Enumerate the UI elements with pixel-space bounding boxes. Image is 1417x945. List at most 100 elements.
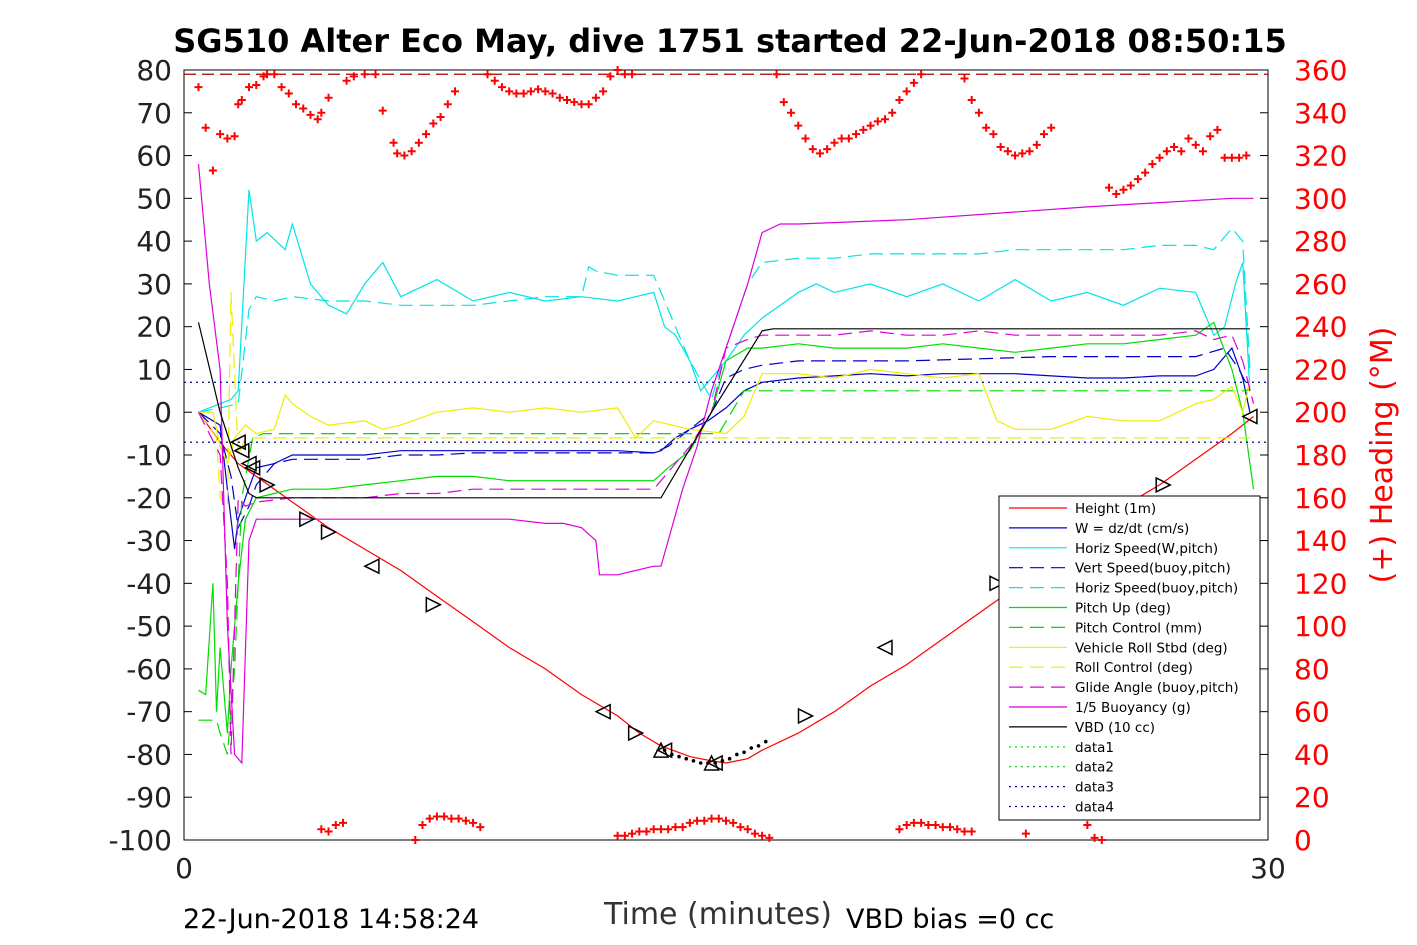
series-line-pitch_ctrl-6 — [198, 386, 1251, 755]
triangle-marker-17 — [989, 575, 1006, 592]
right-axis-label: (+) Heading (°M) — [1365, 327, 1400, 584]
heading-point-high-50 — [584, 100, 593, 109]
ascent-dot-13 — [756, 744, 761, 748]
heading-point-high-77 — [917, 70, 926, 79]
heading-point-high-102 — [1184, 134, 1193, 143]
heading-point-high-84 — [1003, 147, 1012, 156]
heading-point-high-61 — [801, 134, 810, 143]
series-line-roll_ctrl-8 — [198, 292, 1250, 508]
left-tick-label-16: -80 — [126, 738, 172, 771]
heading-point-high-95 — [1133, 175, 1142, 184]
triangle-marker-5 — [299, 510, 316, 528]
heading-point-high-31 — [422, 130, 431, 139]
heading-point-low-12 — [469, 818, 478, 827]
heading-point-low-9 — [447, 814, 456, 823]
heading-point-low-11 — [461, 816, 470, 825]
footer-vbd-bias: VBD bias =0 cc — [846, 904, 1054, 935]
right-tick-label-11: 140 — [1294, 525, 1347, 558]
heading-point-high-68 — [852, 130, 861, 139]
right-tick-label-8: 200 — [1294, 396, 1347, 429]
heading-point-low-10 — [454, 814, 463, 823]
heading-point-high-2 — [208, 166, 217, 175]
heading-point-low-46 — [967, 827, 976, 836]
left-tick-label-18: -100 — [108, 824, 172, 857]
legend-label-13: data2 — [1075, 760, 1114, 776]
right-tick-label-18: 0 — [1294, 824, 1312, 857]
ascent-dot-11 — [742, 750, 746, 755]
heading-point-high-81 — [982, 123, 991, 132]
heading-point-high-108 — [1227, 153, 1236, 162]
heading-point-high-25 — [378, 106, 387, 115]
series-line-pitch-5 — [198, 321, 1255, 734]
left-tick-label-8: 0 — [154, 396, 172, 429]
heading-point-high-13 — [277, 83, 286, 92]
heading-point-high-67 — [844, 134, 853, 143]
heading-point-low-25 — [693, 816, 702, 825]
heading-point-high-85 — [1011, 151, 1020, 160]
ascent-dot-3 — [684, 756, 689, 761]
heading-point-low-21 — [664, 825, 673, 834]
triangle-marker-9 — [594, 703, 611, 720]
triangle-marker-15 — [797, 707, 815, 725]
heading-point-low-17 — [635, 827, 644, 836]
series-line-hspeed_buoy-4 — [198, 227, 1251, 413]
ascent-dot-5 — [698, 761, 703, 765]
legend-label-11: VBD (10 cc) — [1075, 720, 1155, 736]
heading-point-high-11 — [263, 70, 272, 79]
left-tick-label-10: -20 — [126, 482, 172, 515]
heading-point-high-75 — [902, 87, 911, 96]
right-tick-label-5: 260 — [1294, 268, 1347, 301]
heading-point-high-28 — [400, 151, 409, 160]
left-tick-label-9: -10 — [126, 439, 172, 472]
heading-point-high-40 — [512, 89, 521, 98]
left-tick-label-3: 50 — [136, 182, 172, 215]
heading-point-high-74 — [895, 95, 904, 104]
triangle-marker-16 — [876, 639, 893, 656]
heading-point-high-79 — [967, 95, 976, 104]
left-tick-label-17: -90 — [126, 781, 172, 814]
heading-point-low-31 — [736, 823, 745, 832]
chart-legend: Height (1m) W = dz/dt (cm/s) Horiz Speed(W… — [998, 495, 1261, 821]
legend-label-3: Vert Speed(buoy,pitch) — [1075, 561, 1231, 577]
left-tick-label-0: 80 — [136, 54, 172, 87]
heading-point-high-4 — [223, 134, 232, 143]
triangle-marker-18 — [1155, 476, 1172, 494]
right-tick-label-14: 80 — [1294, 653, 1330, 686]
heading-point-high-19 — [317, 108, 326, 117]
heading-point-high-30 — [414, 138, 423, 147]
heading-point-high-99 — [1162, 147, 1171, 156]
heading-point-low-8 — [440, 812, 449, 821]
heading-point-high-89 — [1039, 130, 1048, 139]
heading-point-low-3 — [338, 818, 347, 827]
heading-point-high-62 — [808, 145, 817, 154]
ascent-dot-2 — [677, 754, 681, 759]
heading-point-high-70 — [866, 121, 875, 130]
ascent-dot-9 — [727, 756, 732, 761]
heading-point-low-0 — [317, 825, 326, 834]
triangle-marker-7 — [363, 558, 380, 575]
right-tick-label-16: 40 — [1294, 738, 1330, 771]
heading-point-high-109 — [1235, 153, 1244, 162]
heading-point-high-45 — [548, 89, 557, 98]
plot-area — [184, 66, 1269, 844]
triangle-marker-8 — [425, 596, 442, 613]
x-axis-label: Time (minutes) — [603, 897, 832, 932]
heading-point-low-24 — [685, 818, 694, 827]
chart-title: SG510 Alter Eco May, dive 1751 started 2… — [173, 22, 1286, 60]
heading-point-high-12 — [270, 70, 279, 79]
heading-point-low-30 — [729, 818, 738, 827]
heading-point-low-38 — [909, 818, 918, 827]
heading-point-high-7 — [237, 95, 246, 104]
right-tick-label-0: 360 — [1294, 54, 1347, 87]
heading-point-high-90 — [1047, 123, 1056, 132]
heading-point-high-47 — [563, 95, 572, 104]
heading-point-high-26 — [389, 138, 398, 147]
heading-point-high-60 — [794, 121, 803, 130]
left-axis-ticks: 80 70 60 50 40 30 20 10 0 -10 -20 -30 -40 -50 -60 -70 -8… — [108, 54, 192, 857]
heading-point-high-18 — [313, 115, 322, 124]
right-tick-label-13: 100 — [1294, 610, 1347, 643]
heading-point-low-4 — [411, 836, 420, 844]
right-tick-label-12: 120 — [1294, 567, 1347, 600]
heading-point-high-56 — [628, 70, 637, 79]
heading-point-low-1 — [324, 827, 333, 836]
